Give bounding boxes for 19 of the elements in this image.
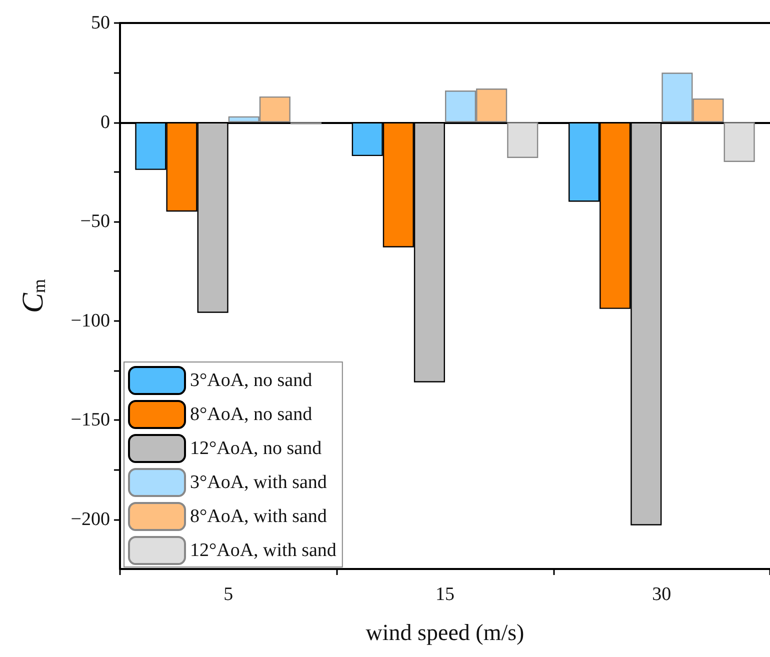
bar <box>507 122 538 158</box>
y-tick-label: −50 <box>80 211 110 232</box>
legend-label: 8°AoA, no sand <box>190 404 313 425</box>
y-tick-label: −200 <box>70 508 110 530</box>
legend-label: 3°AoA, with sand <box>190 472 328 493</box>
x-tick-label: 5 <box>224 584 234 605</box>
legend-label: 12°AoA, with sand <box>190 540 337 561</box>
y-tick-label: −150 <box>70 410 110 431</box>
y-axis-title: Cm <box>16 278 50 314</box>
x-tick-label: 30 <box>652 584 672 605</box>
legend-label: 12°AoA, no sand <box>190 438 322 459</box>
x-axis-title: wind speed (m/s) <box>366 620 524 645</box>
legend-label: 8°AoA, with sand <box>190 506 328 527</box>
y-tick-label: −100 <box>70 310 110 332</box>
bar <box>724 122 755 162</box>
y-tick-label: 0 <box>100 112 110 133</box>
y-tick-label: 50 <box>91 12 110 34</box>
x-tick-label: 15 <box>436 584 454 605</box>
legend-label: 3°AoA, no sand <box>190 370 313 391</box>
